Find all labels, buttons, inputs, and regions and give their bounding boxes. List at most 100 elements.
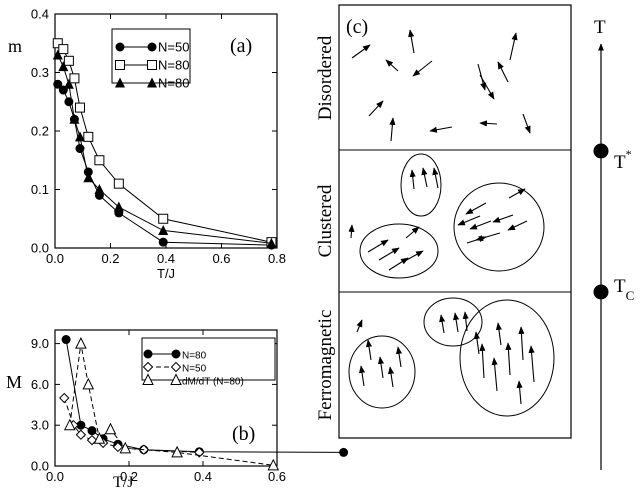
spin-arrow <box>516 380 523 405</box>
y-tick-label: 0.1 <box>31 182 49 197</box>
data-point <box>61 335 71 345</box>
cluster-ellipse <box>423 297 483 347</box>
cluster-ellipse <box>459 299 555 417</box>
spin-arrow <box>409 169 416 190</box>
legend-marker <box>147 60 157 70</box>
panel-b-x-axis-label: T/J <box>113 474 133 491</box>
panel-c-label: (c) <box>346 16 368 38</box>
data-point <box>83 167 93 177</box>
panel-a-label: (a) <box>230 35 252 57</box>
legend-marker <box>143 349 153 359</box>
spin-arrow <box>509 32 518 61</box>
data-point <box>75 429 87 440</box>
x-tick-label: 0.8 <box>268 251 286 266</box>
cluster-ellipse <box>348 335 416 409</box>
data-point <box>63 418 76 431</box>
y-tick-label: 0.4 <box>31 7 49 22</box>
spin-arrow <box>432 167 439 189</box>
data-point <box>82 377 95 390</box>
spin-arrow <box>505 342 512 376</box>
y-tick-label: 9.0 <box>31 336 49 351</box>
series-line <box>57 83 272 246</box>
x-tick-label: 0.4 <box>157 251 175 266</box>
spin-arrow <box>402 250 424 263</box>
legend-marker <box>142 361 154 373</box>
panel-a-x-axis-label: T/J <box>157 266 175 281</box>
legend-label: dM/dT (N=80) <box>182 377 244 388</box>
tc-marker <box>593 284 609 300</box>
spin-arrow <box>491 357 498 392</box>
panel-c-diagram: (c) Disordered Clustered Ferromagnetic T… <box>315 4 634 470</box>
data-point <box>113 201 124 212</box>
data-point <box>94 184 105 194</box>
x-tick-label: 0.6 <box>212 251 230 266</box>
phase-label-ferromagnetic: Ferromagnetic <box>315 310 336 421</box>
panel-b-legend: N=80 N=50 dM/dT (N=80) <box>141 337 276 388</box>
spin-arrow <box>405 226 420 239</box>
y-tick-label: 6.0 <box>31 377 49 392</box>
legend-marker <box>170 373 182 385</box>
panel-b-frame <box>54 329 278 467</box>
data-point <box>158 224 169 235</box>
data-point <box>339 447 349 457</box>
cluster-ellipse <box>453 182 545 272</box>
legend-marker <box>115 60 125 70</box>
data-point <box>74 102 85 113</box>
data-point <box>112 441 124 453</box>
spin-arrow <box>388 257 409 271</box>
data-point <box>69 73 80 84</box>
spin-arrow <box>473 331 480 355</box>
legend-label: N=80 <box>158 76 189 91</box>
spin-arrow <box>453 312 460 333</box>
x-tick-label: 0.0 <box>46 251 64 266</box>
x-tick-label: 0.0 <box>46 469 64 484</box>
spin-arrow <box>518 326 525 361</box>
data-point <box>87 426 97 436</box>
legend-marker <box>170 361 182 373</box>
spin-arrow <box>508 188 526 199</box>
spin-arrow <box>378 247 400 261</box>
legend-marker <box>171 349 181 359</box>
spin-arrow <box>385 59 399 72</box>
data-point <box>266 237 277 248</box>
panel-a-chart: m T/J (a) 0.0 0.2 0.4 0.6 0.8 0.0 0.1 0.2 0.3 0.4… <box>8 7 286 282</box>
data-point <box>171 445 183 458</box>
tc-label: TC <box>614 276 634 303</box>
temperature-axis-label: T <box>594 17 606 38</box>
phase-label-disordered: Disordered <box>315 35 336 120</box>
spin-arrow <box>377 356 385 379</box>
spin-arrow <box>479 74 495 100</box>
legend-label: N=50 <box>158 40 189 55</box>
data-point <box>158 213 169 224</box>
spin-arrow <box>462 311 469 332</box>
spin-arrow <box>497 61 509 83</box>
data-point <box>52 49 63 60</box>
spin-arrow <box>492 214 514 223</box>
panel-b-y-axis-label: M <box>6 372 22 392</box>
phase-label-clustered: Clustered <box>315 184 336 257</box>
legend-marker <box>115 77 125 88</box>
panel-c-frame <box>338 4 572 439</box>
data-point <box>83 131 94 142</box>
spin-arrow <box>528 345 535 383</box>
spin-arrow <box>358 365 366 387</box>
spin-arrow <box>368 100 384 117</box>
t-star-label: T* <box>614 147 632 173</box>
panel-b-label: (b) <box>232 423 255 445</box>
spin-arrow <box>389 117 396 142</box>
spin-arrow <box>365 339 373 361</box>
data-point <box>52 38 63 49</box>
y-tick-label: 0.3 <box>31 65 49 80</box>
spin-arrow <box>429 126 453 133</box>
y-tick-label: 0.0 <box>31 241 49 256</box>
panel-a-legend: N=50 N=80 N=80 <box>111 28 191 91</box>
legend-marker <box>115 42 125 52</box>
spin-arrow <box>356 319 363 333</box>
data-point <box>94 155 105 166</box>
spin-arrow <box>465 202 487 215</box>
spin-arrow <box>412 60 433 77</box>
spin-arrow <box>351 44 371 59</box>
data-point <box>58 61 69 72</box>
spin-arrow <box>466 236 487 244</box>
data-point <box>104 422 117 435</box>
